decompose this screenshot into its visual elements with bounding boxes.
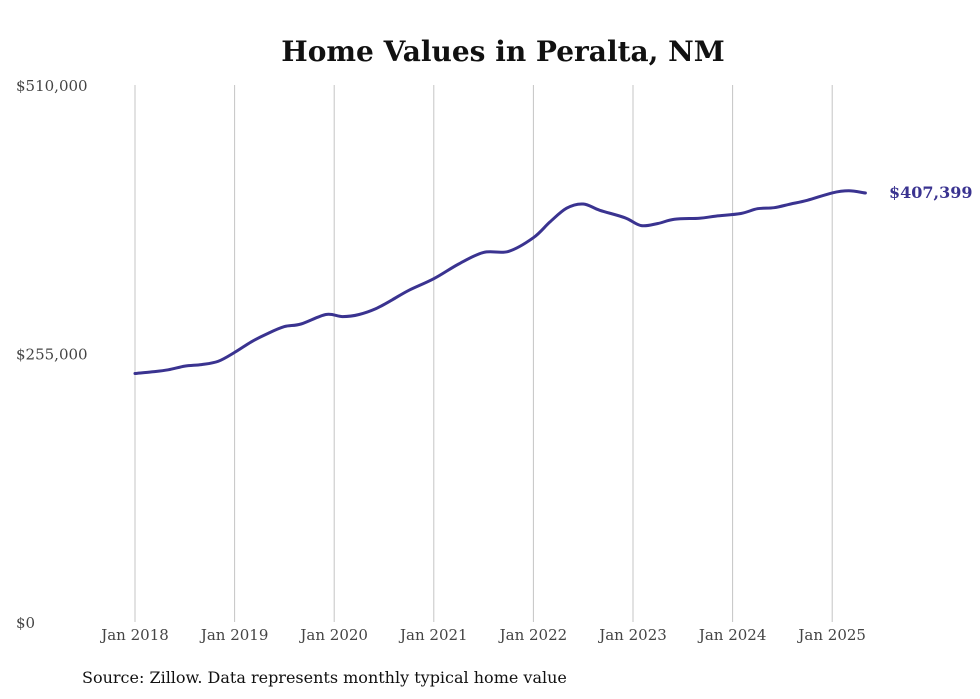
series-group [133, 189, 867, 375]
x-tick-label: Jan 2018 [99, 626, 169, 644]
vertical-gridlines [134, 85, 833, 622]
source-note: Source: Zillow. Data represents monthly … [82, 668, 567, 687]
x-tick-label: Jan 2025 [796, 626, 866, 644]
y-tick-label: $0 [16, 614, 35, 632]
x-tick-label: Jan 2022 [498, 626, 568, 644]
chart-title: Home Values in Peralta, NM [281, 35, 725, 68]
x-tick-label: Jan 2024 [697, 626, 767, 644]
y-tick-label: $510,000 [16, 77, 88, 95]
y-tick-label: $255,000 [16, 346, 88, 364]
x-tick-label: Jan 2019 [199, 626, 269, 644]
y-axis: $0 $255,000 $510,000 [16, 77, 88, 632]
end-value-label: $407,399 [889, 183, 973, 202]
x-tick-label: Jan 2021 [398, 626, 468, 644]
series-line [133, 189, 867, 375]
x-axis: Jan 2018 Jan 2019 Jan 2020 Jan 2021 Jan 2022… [99, 626, 866, 644]
x-tick-label: Jan 2020 [298, 626, 368, 644]
x-tick-label: Jan 2023 [597, 626, 667, 644]
